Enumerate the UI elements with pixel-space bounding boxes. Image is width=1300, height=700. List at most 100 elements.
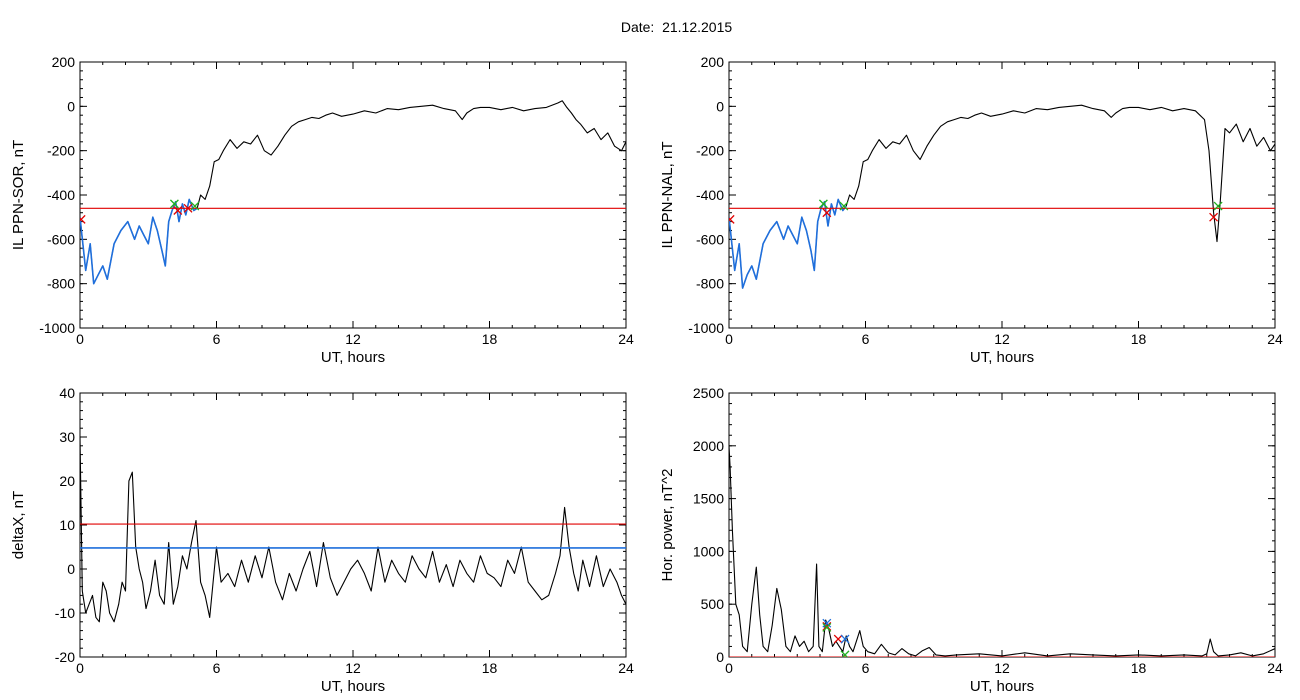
cross-marker — [169, 199, 179, 209]
cross-marker — [840, 650, 850, 657]
y-tick-label: 500 — [701, 596, 725, 612]
cross-marker — [183, 203, 193, 213]
data-layer — [729, 104, 1275, 289]
x-tick-label: 18 — [1131, 331, 1147, 347]
cross-marker-stroke — [822, 622, 832, 632]
y-tick-label: 1000 — [693, 543, 724, 559]
cross-marker — [822, 622, 832, 632]
x-tick-label: 0 — [76, 331, 84, 347]
series-line — [729, 445, 1275, 657]
cross-marker-stroke — [818, 199, 828, 209]
y-tick-label: -800 — [47, 276, 75, 292]
x-tick-label: 6 — [213, 331, 221, 347]
cross-marker-stroke — [822, 621, 832, 631]
series-line — [80, 198, 198, 285]
cross-marker — [840, 634, 850, 644]
cross-marker-stroke — [169, 199, 179, 209]
x-tick-label: 12 — [994, 331, 1010, 347]
x-tick-label: 12 — [345, 660, 361, 676]
chart-il-ppn-nal: 0 6 12 18 24 -1000 -800 -600 -400 -200 0 200 UT, hou… — [659, 54, 1283, 366]
page-title: Date: 21.12.2015 — [620, 19, 733, 35]
cross-marker-stroke — [841, 650, 850, 657]
y-axis-label: IL PPN-SOR, nT — [10, 140, 27, 250]
x-axis-label: UT, hours — [321, 349, 385, 366]
series-line — [80, 100, 626, 285]
plot-frame — [728, 392, 1276, 658]
cross-marker — [818, 199, 828, 209]
cross-marker-stroke — [822, 208, 832, 218]
x-axis-label: UT, hours — [970, 678, 1034, 695]
x-tick-label: 0 — [76, 660, 84, 676]
cross-marker — [839, 201, 849, 211]
cross-marker — [833, 634, 843, 644]
y-tick-label: -200 — [696, 143, 724, 159]
y-tick-label: 40 — [59, 385, 75, 401]
cross-marker — [822, 618, 832, 628]
x-tick-label: 0 — [725, 660, 733, 676]
cross-marker-stroke — [173, 206, 183, 215]
y-tick-label: -600 — [696, 231, 724, 247]
plot-frame — [79, 61, 627, 329]
y-tick-label: -600 — [47, 231, 75, 247]
data-layer — [80, 436, 626, 623]
x-tick-label: 18 — [482, 331, 498, 347]
cross-marker — [190, 201, 200, 211]
x-tick-label: 24 — [618, 331, 634, 347]
cross-marker-stroke — [190, 201, 200, 211]
x-tick-label: 18 — [1131, 660, 1147, 676]
data-layer — [729, 445, 1275, 657]
y-axis-label: deltaX, nT — [10, 491, 27, 559]
y-tick-label: -10 — [55, 605, 75, 621]
cross-marker — [822, 621, 832, 631]
y-tick-label: 0 — [716, 98, 724, 114]
x-axis-label: UT, hours — [321, 678, 385, 695]
y-axis-label: Hor. power, nT^2 — [659, 469, 676, 582]
cross-marker-stroke — [839, 201, 849, 211]
plot-frame — [728, 61, 1276, 329]
y-tick-label: -200 — [47, 143, 75, 159]
cross-marker-stroke — [729, 214, 735, 222]
series-line — [729, 104, 1275, 289]
y-tick-label: 200 — [701, 54, 725, 70]
data-layer — [80, 100, 626, 285]
cross-marker — [1209, 212, 1219, 222]
y-tick-label: 1500 — [693, 491, 724, 507]
cross-marker — [729, 214, 735, 224]
y-tick-label: 0 — [716, 649, 724, 665]
x-axis-label: UT, hours — [970, 349, 1034, 366]
cross-marker-stroke — [1213, 201, 1223, 211]
cross-marker-stroke — [80, 214, 86, 222]
x-tick-label: 6 — [862, 331, 870, 347]
y-axis-label: IL PPN-NAL, nT — [659, 142, 676, 249]
x-tick-label: 24 — [1267, 331, 1283, 347]
cross-marker — [1213, 201, 1223, 211]
y-tick-label: 0 — [67, 561, 75, 577]
y-tick-label: 0 — [67, 98, 75, 114]
y-tick-label: 200 — [52, 54, 76, 70]
y-tick-label: -800 — [696, 276, 724, 292]
y-tick-label: -1000 — [688, 320, 724, 336]
x-tick-label: 12 — [994, 660, 1010, 676]
cross-marker-stroke — [183, 203, 193, 213]
y-tick-label: 30 — [59, 429, 75, 445]
y-tick-label: 20 — [59, 473, 75, 489]
y-tick-label: 2500 — [693, 385, 724, 401]
x-tick-label: 0 — [725, 331, 733, 347]
cross-marker — [173, 206, 183, 215]
y-tick-label: -1000 — [39, 320, 75, 336]
cross-marker-stroke — [822, 618, 832, 628]
x-tick-label: 24 — [618, 660, 634, 676]
x-tick-label: 6 — [213, 660, 221, 676]
y-tick-label: -20 — [55, 649, 75, 665]
x-tick-label: 12 — [345, 331, 361, 347]
chart-deltax: 0 6 12 18 24 -20 -10 0 10 20 30 40 UT, hours deltaX, … — [10, 385, 634, 695]
x-tick-label: 24 — [1267, 660, 1283, 676]
y-tick-label: 2000 — [693, 438, 724, 454]
chart-hor-power: 0 6 12 18 24 0 500 1000 1500 2000 2500 UT, hours Hor… — [659, 385, 1283, 695]
plot-frame — [79, 392, 627, 658]
y-tick-label: -400 — [47, 187, 75, 203]
cross-marker-stroke — [833, 634, 843, 644]
y-tick-label: -400 — [696, 187, 724, 203]
y-tick-label: 10 — [59, 517, 75, 533]
